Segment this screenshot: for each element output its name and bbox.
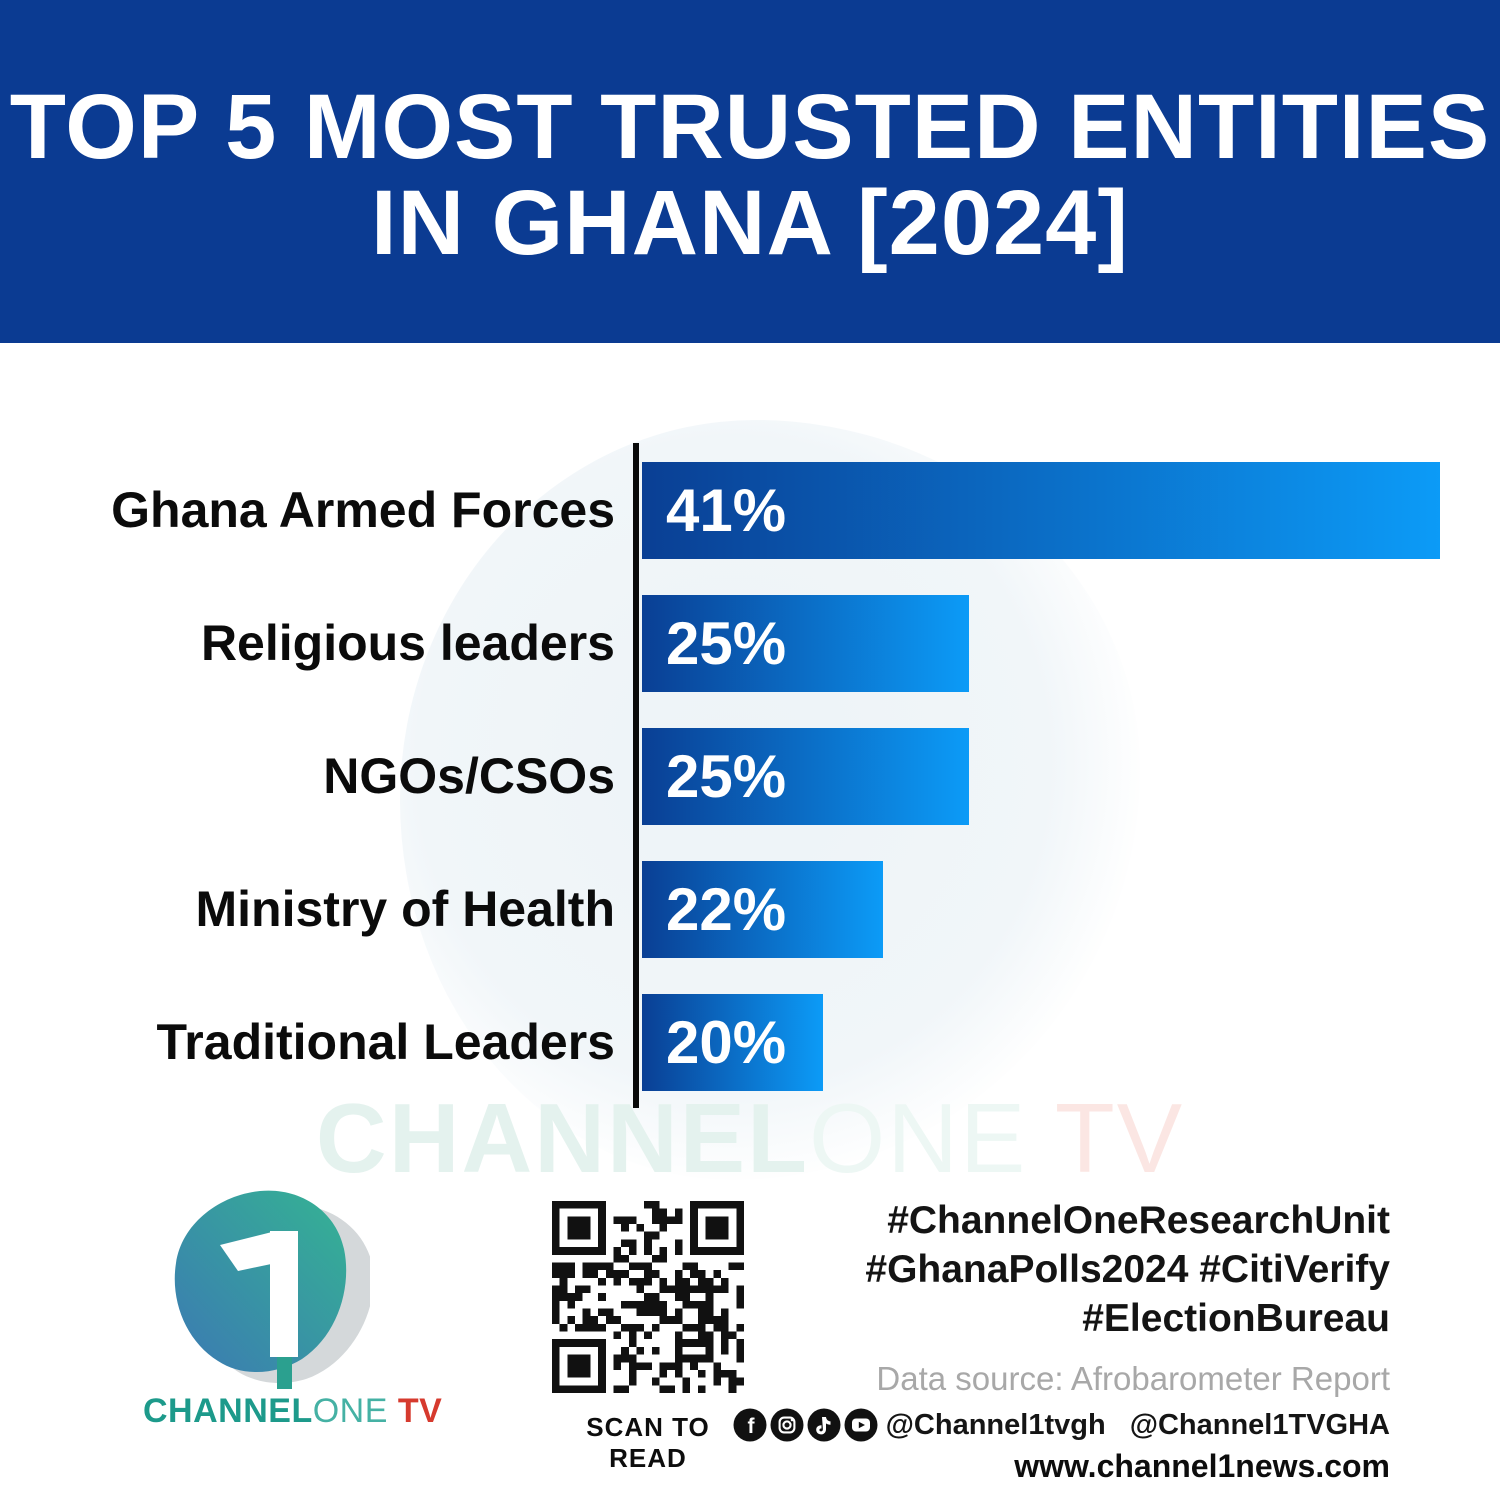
social-icon-group: f <box>733 1408 878 1442</box>
bar: 25% <box>642 595 969 692</box>
footer-right-column: #ChannelOneResearchUnit #GhanaPolls2024 … <box>733 1196 1390 1485</box>
bar-value-label: 22% <box>666 876 787 943</box>
brand-wordmark: CHANNELONE TV <box>143 1392 463 1431</box>
bar-value-label: 41% <box>666 477 787 544</box>
qr-caption: SCAN TO READ <box>586 1412 710 1473</box>
watermark-channel: CHANNEL <box>315 1083 810 1193</box>
youtube-icon <box>844 1408 878 1442</box>
bar-value-label: 25% <box>666 610 787 677</box>
logo-one-tail <box>277 1357 292 1389</box>
watermark-one: ONE <box>809 1083 1028 1193</box>
bar: 41% <box>642 462 1440 559</box>
qr-code <box>552 1201 744 1393</box>
bar-category-label: Religious leaders <box>200 615 615 671</box>
instagram-icon <box>770 1408 804 1442</box>
social-handle-2: @Channel1TVGHA <box>1129 1408 1390 1441</box>
website-url: www.channel1news.com <box>1014 1448 1390 1484</box>
hashtag-line: #ChannelOneResearchUnit <box>887 1199 1390 1242</box>
hashtags: #ChannelOneResearchUnit #GhanaPolls2024 … <box>750 1196 1390 1343</box>
logo-graphic <box>174 1190 374 1389</box>
bar-category-label: NGOs/CSOs <box>323 748 615 804</box>
header-banner: TOP 5 MOST TRUSTED ENTITIES IN GHANA [20… <box>0 0 1500 343</box>
svg-text:f: f <box>747 1415 755 1438</box>
logo-main-blob <box>174 1190 347 1373</box>
channel-one-logo <box>160 1183 420 1400</box>
hashtag-line: #GhanaPolls2024 #CitiVerify <box>865 1248 1390 1291</box>
logo-one-flag <box>220 1231 276 1271</box>
bar-value-label: 20% <box>666 1009 787 1076</box>
bar-value-label: 25% <box>666 743 787 810</box>
social-row: f @Channel1tvgh <box>733 1408 1390 1442</box>
hashtag-line: #ElectionBureau <box>1082 1297 1390 1340</box>
data-source: Data source: Afrobarometer Report <box>876 1360 1390 1397</box>
brand-one: ONE <box>312 1392 388 1430</box>
channel-one-watermark: CHANNELONE TV <box>0 1082 1500 1195</box>
page-title-line2: IN GHANA [2024] <box>371 171 1129 274</box>
logo-one-stem <box>270 1231 298 1357</box>
watermark-tv: TV <box>1027 1083 1185 1193</box>
tiktok-icon <box>807 1408 841 1442</box>
bar: 22% <box>642 861 883 958</box>
chart-axis-line <box>633 443 639 1108</box>
bar-category-label: Ministry of Health <box>195 881 615 937</box>
brand-tv: TV <box>387 1392 443 1430</box>
bar: 25% <box>642 728 969 825</box>
bar-category-label: Ghana Armed Forces <box>111 482 615 538</box>
social-handle-1: @Channel1tvgh <box>885 1408 1106 1441</box>
qr-block: SCAN TO READ <box>552 1201 744 1474</box>
facebook-icon: f <box>733 1408 767 1442</box>
bar-category-label: Traditional Leaders <box>156 1014 615 1070</box>
bar: 20% <box>642 994 823 1091</box>
brand-channel: CHANNEL <box>143 1392 313 1430</box>
page-title-line1: TOP 5 MOST TRUSTED ENTITIES <box>9 75 1491 178</box>
